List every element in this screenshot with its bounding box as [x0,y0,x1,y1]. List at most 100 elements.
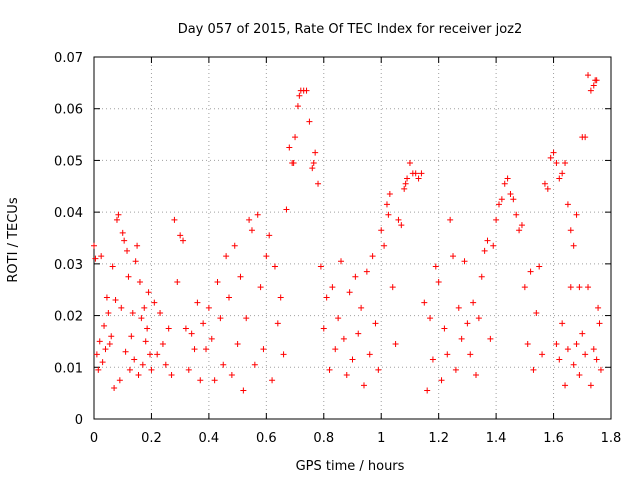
data-point [197,377,204,384]
data-point [260,346,267,353]
data-point [355,330,362,337]
data-point [513,211,520,218]
data-point [148,366,155,373]
data-point [165,325,172,332]
data-point [292,134,299,141]
data-point [358,304,365,311]
data-point [372,320,379,327]
data-point [326,366,333,373]
data-point [582,351,589,358]
data-point [99,359,106,366]
data-point [119,229,126,236]
data-point [234,341,241,348]
data-point [412,170,419,177]
data-point [461,258,468,265]
data-point [406,160,413,167]
data-point [125,273,132,280]
data-point [177,232,184,239]
data-point [95,366,102,373]
data-point [369,253,376,260]
data-point [404,175,411,182]
data-point [590,346,597,353]
data-point [493,216,500,223]
data-point [490,242,497,249]
data-point [593,77,600,84]
data-point [93,351,100,358]
x-tick-label: 1.2 [428,431,449,446]
data-point [467,351,474,358]
data-point [429,356,436,363]
data-point [381,242,388,249]
data-point [315,180,322,187]
data-point [323,294,330,301]
data-point [214,278,221,285]
data-point [576,372,583,379]
data-point [124,247,131,254]
plot-frame [93,56,612,420]
data-point [395,216,402,223]
data-point [553,341,560,348]
data-point [536,263,543,270]
data-point [101,322,108,329]
data-point [91,242,97,249]
data-point [263,253,270,260]
y-tick-label: 0.02 [54,310,83,325]
data-point [182,325,189,332]
data-point [597,366,604,373]
data-point [159,341,166,348]
data-point [335,315,342,322]
data-point [553,160,560,167]
data-point [340,335,347,342]
data-point [363,268,370,275]
data-point [498,196,505,203]
data-point [432,263,439,270]
data-point [441,325,448,332]
x-tick-label: 1.4 [486,431,507,446]
x-tick-label: 0.2 [141,431,162,446]
data-point [266,232,273,239]
data-point [392,341,399,348]
data-point [383,201,390,208]
data-point [556,175,563,182]
data-point [126,366,133,373]
data-point [595,304,602,311]
data-point [541,180,548,187]
data-point [366,351,373,358]
data-point [562,382,569,389]
data-point [464,320,471,327]
data-point [269,377,276,384]
data-point [168,372,175,379]
data-point [346,289,353,296]
data-point [544,185,551,192]
x-tick-label: 0 [90,431,98,446]
data-point [92,255,99,262]
data-point [481,247,488,254]
data-point [352,273,359,280]
data-point [185,366,192,373]
data-point [559,170,566,177]
data-point [310,160,317,167]
data-point [116,377,123,384]
data-point [564,346,571,353]
data-point [157,309,164,316]
data-point [171,216,178,223]
data-point [507,191,514,198]
data-point [524,341,531,348]
x-axis-label: GPS time / hours [296,459,405,474]
data-point [450,253,457,260]
data-point [286,144,293,151]
data-point [527,268,534,275]
data-point [349,356,356,363]
data-point [162,361,169,368]
y-tick-label: 0.01 [54,361,83,376]
data-point [415,175,422,182]
data-point [142,338,149,345]
data-point [115,211,122,218]
data-point [111,384,118,391]
data-point [570,361,577,368]
y-axis: 0 0.01 0.02 0.03 0.04 0.05 0.06 0.07 [54,51,611,428]
data-point [145,289,152,296]
data-point [487,335,494,342]
data-point [306,118,313,125]
data-point [418,170,425,177]
